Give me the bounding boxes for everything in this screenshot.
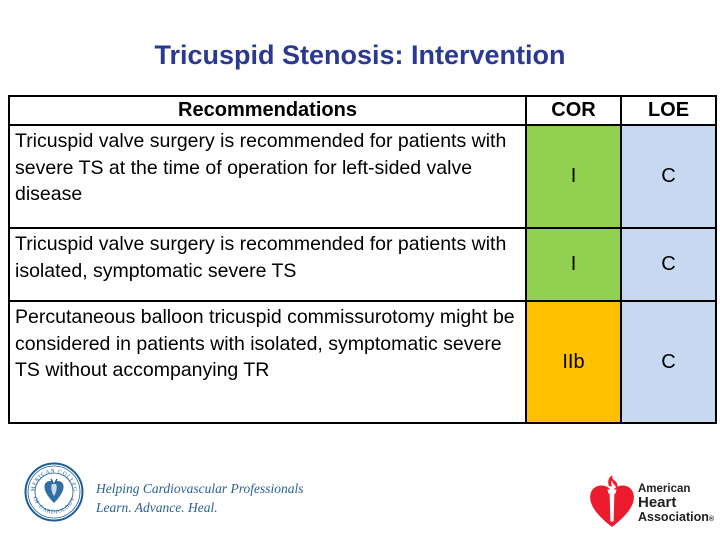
loe-value: C — [620, 300, 717, 424]
column-header-recommendations: Recommendations — [8, 95, 527, 126]
page-title: Tricuspid Stenosis: Intervention — [154, 40, 566, 70]
loe-value: C — [620, 124, 717, 229]
aha-heart-icon — [590, 475, 634, 527]
loe-value: C — [620, 227, 717, 302]
table-header-row: Recommendations COR LOE — [8, 95, 717, 126]
registered-mark: ® — [708, 516, 715, 523]
column-header-cor: COR — [525, 95, 622, 126]
recommendations-table: Recommendations COR LOE Tricuspid valve … — [8, 95, 717, 424]
cor-value: IIb — [525, 300, 622, 424]
table-row: Tricuspid valve surgery is recommended f… — [8, 227, 717, 302]
table-row: Percutaneous balloon tricuspid commissur… — [8, 300, 717, 424]
aha-line3: Association® — [638, 510, 715, 524]
cor-value: I — [525, 124, 622, 229]
aha-line2: Heart — [638, 494, 677, 511]
column-header-loe: LOE — [620, 95, 717, 126]
acc-tagline-line2: Learn. Advance. Heal. — [96, 500, 218, 515]
aha-line1: American — [638, 483, 691, 495]
cor-value: I — [525, 227, 622, 302]
acc-tagline-line1: Helping Cardiovascular Professionals — [96, 481, 304, 496]
acc-seal-icon: AMERICAN COLLEGE OF CARDIOLOGY — [24, 461, 84, 522]
acc-tagline: Helping Cardiovascular Professionals Lea… — [96, 479, 304, 517]
acc-heart-emblem — [44, 478, 64, 503]
recommendation-text: Percutaneous balloon tricuspid commissur… — [8, 300, 527, 424]
aha-wordmark: American Heart Association® — [638, 483, 714, 527]
recommendation-text: Tricuspid valve surgery is recommended f… — [8, 124, 527, 229]
table-row: Tricuspid valve surgery is recommended f… — [8, 124, 717, 229]
recommendation-text: Tricuspid valve surgery is recommended f… — [8, 227, 527, 302]
